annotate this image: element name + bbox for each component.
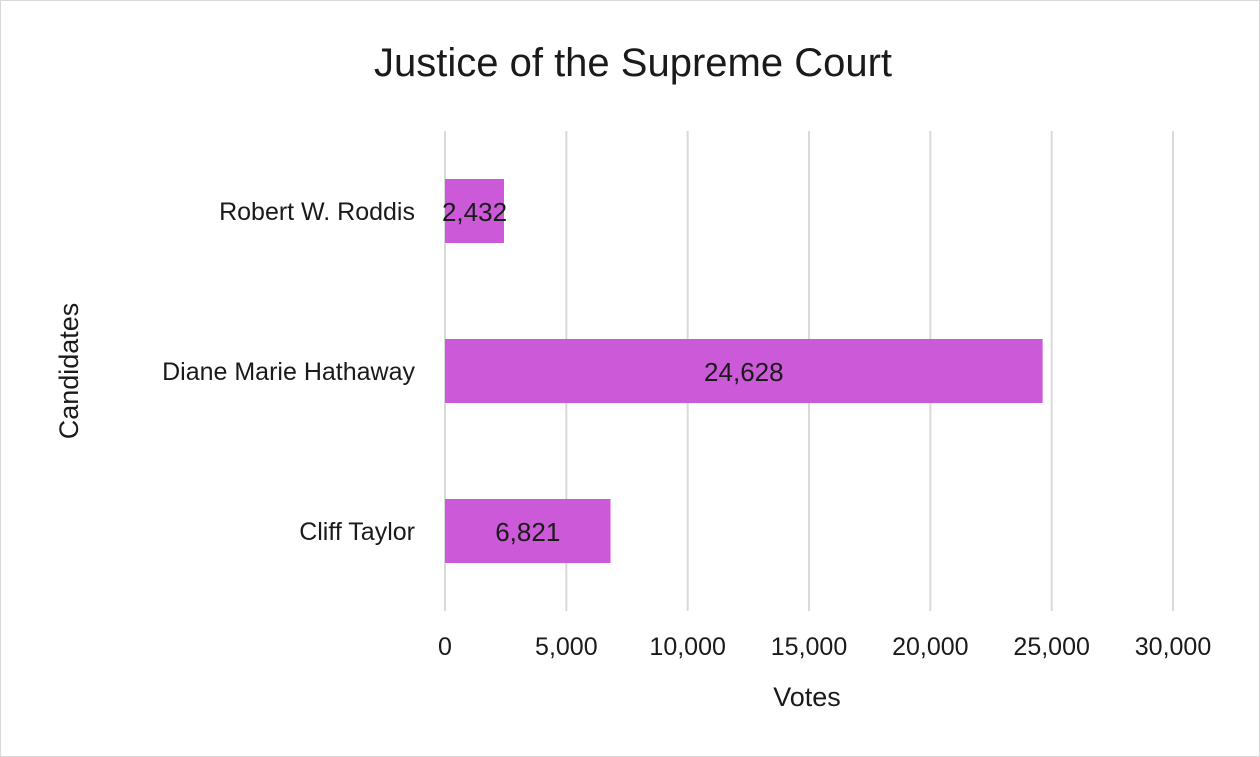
x-tick-label: 0 xyxy=(438,633,452,661)
data-labels: 2,432 24,628 6,821 xyxy=(442,197,784,547)
category-label: Cliff Taylor xyxy=(299,518,415,546)
x-tick-label: 10,000 xyxy=(649,633,725,661)
x-tick-label: 30,000 xyxy=(1135,633,1211,661)
bar xyxy=(445,339,1043,403)
category-label: Robert W. Roddis xyxy=(219,198,415,226)
data-label: 2,432 xyxy=(442,197,507,227)
bar xyxy=(445,499,611,563)
x-tick-labels: 0 5,000 10,000 15,000 20,000 25,000 30,000 xyxy=(438,633,1211,661)
x-axis-title: Votes xyxy=(773,682,841,712)
chart-title: Justice of the Supreme Court xyxy=(374,41,892,85)
x-tick-label: 20,000 xyxy=(892,633,968,661)
category-label: Diane Marie Hathaway xyxy=(162,358,415,386)
x-tick-label: 25,000 xyxy=(1013,633,1089,661)
x-tick-label: 15,000 xyxy=(771,633,847,661)
data-label: 6,821 xyxy=(495,517,560,547)
data-label: 24,628 xyxy=(704,357,784,387)
bars xyxy=(445,179,1043,563)
x-tick-label: 5,000 xyxy=(535,633,598,661)
y-axis-title: Candidates xyxy=(54,303,84,440)
category-labels: Robert W. Roddis Diane Marie Hathaway Clif… xyxy=(162,198,415,546)
bar xyxy=(445,179,505,243)
